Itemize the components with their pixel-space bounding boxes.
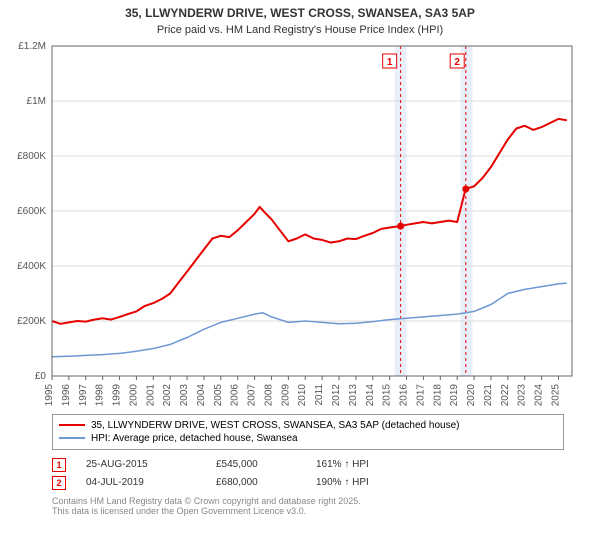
legend-swatch (59, 424, 85, 426)
svg-text:1999: 1999 (112, 383, 123, 406)
chart-subtitle: Price paid vs. HM Land Registry's House … (0, 24, 600, 40)
legend-label: HPI: Average price, detached house, Swan… (91, 433, 298, 444)
sale-hpi: 190% ↑ HPI (316, 477, 416, 488)
svg-text:2003: 2003 (179, 383, 190, 406)
svg-text:2015: 2015 (382, 383, 393, 406)
svg-text:2019: 2019 (449, 383, 460, 406)
footer-line1: Contains HM Land Registry data © Crown c… (52, 496, 564, 507)
legend-box: 35, LLWYNDERW DRIVE, WEST CROSS, SWANSEA… (52, 414, 564, 450)
svg-text:£1M: £1M (27, 96, 46, 107)
svg-text:2017: 2017 (415, 383, 426, 406)
svg-text:2005: 2005 (213, 383, 224, 406)
svg-text:2009: 2009 (280, 383, 291, 406)
sale-price: £545,000 (216, 459, 296, 470)
svg-text:2004: 2004 (196, 383, 207, 406)
sale-row: 2 04-JUL-2019 £680,000 190% ↑ HPI (52, 474, 564, 492)
svg-text:£800K: £800K (17, 151, 46, 162)
chart-area: £0 £200K £400K £600K £800K £1M £1.2M 1995 1996 19… (0, 40, 600, 410)
svg-text:1996: 1996 (61, 383, 72, 406)
svg-text:2013: 2013 (348, 383, 359, 406)
sale-date: 04-JUL-2019 (86, 477, 196, 488)
svg-text:2016: 2016 (399, 383, 410, 406)
svg-text:2018: 2018 (432, 383, 443, 406)
svg-text:£0: £0 (35, 371, 47, 382)
sale-price: £680,000 (216, 477, 296, 488)
footer-line2: This data is licensed under the Open Gov… (52, 506, 564, 517)
svg-text:2: 2 (454, 57, 460, 68)
sale-date: 25-AUG-2015 (86, 459, 196, 470)
footer-attribution: Contains HM Land Registry data © Crown c… (52, 496, 564, 518)
svg-text:2021: 2021 (483, 383, 494, 406)
svg-text:2023: 2023 (517, 383, 528, 406)
legend-row: 35, LLWYNDERW DRIVE, WEST CROSS, SWANSEA… (59, 419, 557, 432)
svg-text:1998: 1998 (95, 383, 106, 406)
svg-text:2000: 2000 (128, 383, 139, 406)
chart-container: 35, LLWYNDERW DRIVE, WEST CROSS, SWANSEA… (0, 0, 600, 560)
svg-text:2010: 2010 (297, 383, 308, 406)
svg-text:2002: 2002 (162, 383, 173, 406)
svg-text:2022: 2022 (500, 383, 511, 406)
svg-text:2020: 2020 (466, 383, 477, 406)
line-chart-svg: £0 £200K £400K £600K £800K £1M £1.2M 1995 1996 19… (0, 40, 600, 410)
legend-swatch (59, 437, 85, 439)
svg-text:2006: 2006 (230, 383, 241, 406)
svg-text:2024: 2024 (534, 383, 545, 406)
svg-text:£1.2M: £1.2M (18, 41, 46, 52)
svg-text:£200K: £200K (17, 316, 46, 327)
chart-title: 35, LLWYNDERW DRIVE, WEST CROSS, SWANSEA… (0, 0, 600, 24)
sale-row: 1 25-AUG-2015 £545,000 161% ↑ HPI (52, 456, 564, 474)
svg-text:2001: 2001 (145, 383, 156, 406)
svg-text:£600K: £600K (17, 206, 46, 217)
svg-text:1995: 1995 (44, 383, 55, 406)
sale-hpi: 161% ↑ HPI (316, 459, 416, 470)
legend-label: 35, LLWYNDERW DRIVE, WEST CROSS, SWANSEA… (91, 420, 459, 431)
svg-text:1: 1 (387, 57, 393, 68)
svg-text:2025: 2025 (550, 383, 561, 406)
sales-table: 1 25-AUG-2015 £545,000 161% ↑ HPI 2 04-JUL-20… (52, 456, 564, 492)
sale-marker: 1 (52, 458, 66, 472)
sale-marker: 2 (52, 476, 66, 490)
svg-text:2014: 2014 (365, 383, 376, 406)
svg-text:2011: 2011 (314, 383, 325, 405)
svg-text:2012: 2012 (331, 383, 342, 406)
svg-text:2008: 2008 (263, 383, 274, 406)
svg-text:1997: 1997 (78, 383, 89, 406)
svg-text:2007: 2007 (247, 383, 258, 406)
svg-text:£400K: £400K (17, 261, 46, 272)
legend-row: HPI: Average price, detached house, Swan… (59, 432, 557, 445)
